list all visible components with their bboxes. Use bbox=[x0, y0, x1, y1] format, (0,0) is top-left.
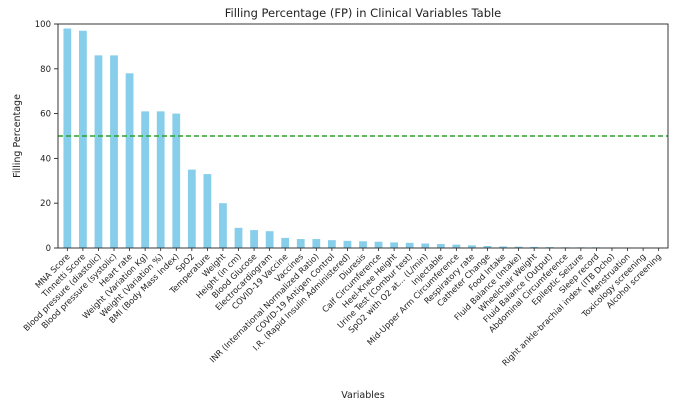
y-axis-ticks: 0 20 40 60 80 100 bbox=[35, 20, 58, 254]
bar bbox=[530, 246, 539, 248]
bar bbox=[219, 203, 227, 248]
y-tick-label: 0 bbox=[46, 244, 51, 254]
bar bbox=[483, 245, 492, 248]
bar bbox=[110, 55, 118, 248]
bar bbox=[468, 245, 476, 248]
bar bbox=[187, 169, 196, 248]
bar bbox=[514, 246, 523, 248]
bar bbox=[203, 174, 212, 248]
y-tick-label: 80 bbox=[40, 65, 51, 75]
bar bbox=[499, 246, 507, 248]
bar bbox=[327, 240, 336, 248]
y-axis-label: Filling Percentage bbox=[12, 94, 23, 178]
bar bbox=[359, 241, 367, 248]
bar bbox=[250, 230, 258, 248]
bar bbox=[296, 239, 305, 248]
bar bbox=[234, 227, 243, 248]
y-tick-label: 100 bbox=[35, 20, 51, 30]
bar bbox=[125, 73, 134, 248]
bar bbox=[281, 237, 290, 248]
bar bbox=[421, 243, 430, 248]
y-tick-label: 60 bbox=[40, 110, 51, 120]
bars bbox=[63, 28, 663, 249]
bar bbox=[343, 240, 352, 248]
bar bbox=[156, 111, 165, 248]
bar bbox=[374, 241, 383, 248]
y-tick-label: 20 bbox=[40, 199, 51, 209]
bar bbox=[265, 231, 274, 248]
chart-title: Filling Percentage (FP) in Clinical Vari… bbox=[225, 6, 502, 20]
bar bbox=[405, 242, 414, 248]
bar bbox=[79, 30, 87, 248]
y-tick-label: 40 bbox=[40, 154, 51, 164]
bar bbox=[436, 243, 445, 248]
bar bbox=[141, 111, 150, 248]
bar bbox=[452, 244, 461, 248]
x-axis-label: Variables bbox=[341, 390, 384, 401]
bar bbox=[63, 28, 72, 249]
bar bbox=[312, 239, 321, 248]
bar bbox=[172, 113, 181, 248]
bar bbox=[94, 55, 103, 248]
bar bbox=[390, 242, 399, 248]
